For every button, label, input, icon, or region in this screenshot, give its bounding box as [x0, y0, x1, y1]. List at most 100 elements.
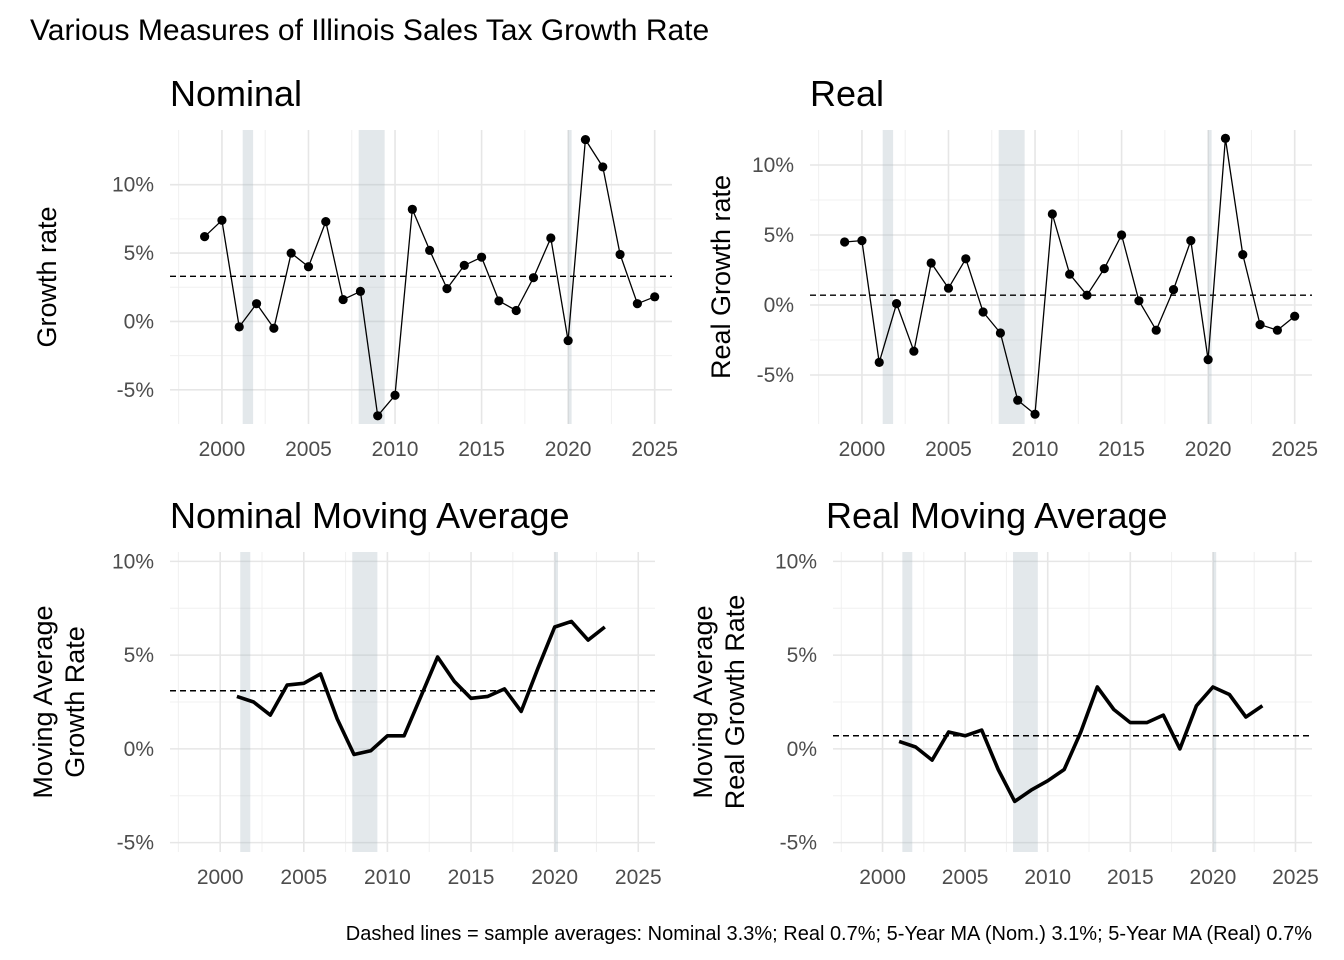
data-point — [1203, 355, 1213, 365]
data-point — [1255, 320, 1265, 330]
recession-band — [554, 552, 558, 852]
x-tick-label: 2020 — [531, 866, 578, 889]
y-axis-title-line: Real Growth Rate — [720, 595, 750, 810]
y-tick-label: 10% — [112, 550, 154, 573]
data-point — [1272, 325, 1282, 335]
data-point — [1168, 285, 1179, 295]
recession-band — [352, 552, 378, 852]
recession-band — [242, 130, 254, 424]
y-tick-label: 5% — [787, 644, 817, 667]
data-point — [615, 249, 625, 260]
data-point — [943, 283, 954, 293]
data-point — [217, 215, 227, 225]
data-point — [200, 232, 210, 242]
figure-caption: Dashed lines = sample averages: Nominal … — [346, 923, 1312, 945]
data-point — [1065, 269, 1075, 279]
y-tick-label: -5% — [117, 832, 154, 855]
data-point — [476, 252, 487, 262]
y-tick-label: 0% — [764, 294, 794, 317]
data-point — [355, 286, 366, 296]
x-tick-label: 2020 — [545, 438, 592, 461]
y-axis-title-line: Growth Rate — [60, 626, 90, 778]
data-point — [909, 346, 919, 356]
recession-band — [998, 130, 1025, 424]
x-tick-label: 2005 — [925, 438, 972, 461]
data-point — [511, 305, 521, 316]
data-point — [598, 162, 608, 172]
data-point — [303, 262, 314, 272]
figure-title: Various Measures of Illinois Sales Tax G… — [30, 14, 709, 47]
y-tick-label: 5% — [124, 242, 154, 265]
data-point — [1116, 230, 1127, 240]
data-point — [1082, 290, 1092, 300]
data-point — [286, 248, 296, 258]
data-point — [425, 245, 435, 255]
x-tick-label: 2010 — [1024, 866, 1071, 889]
y-tick-label: -5% — [780, 832, 817, 855]
y-tick-label: 5% — [764, 224, 794, 247]
data-point — [580, 134, 591, 145]
chart-panel-2: Real 2000 2005 2010 2015 2020 2025 -5% 0% 5% 10% Re… — [706, 73, 1318, 461]
x-tick-label: 2000 — [859, 866, 906, 889]
data-point — [563, 335, 573, 346]
data-point — [650, 292, 660, 302]
x-tick-label: 2025 — [1272, 866, 1319, 889]
x-tick-label: 2020 — [1190, 866, 1237, 889]
data-point — [978, 307, 988, 317]
y-axis-title-line: Growth rate — [32, 206, 62, 347]
data-point — [1151, 325, 1161, 335]
data-point — [407, 204, 417, 214]
data-point — [321, 217, 331, 227]
y-tick-label: 10% — [775, 550, 817, 573]
data-point — [874, 357, 884, 367]
x-tick-label: 2015 — [1098, 438, 1145, 461]
recession-band — [882, 130, 894, 424]
data-point — [1238, 250, 1248, 260]
recession-band — [902, 552, 913, 852]
x-tick-label: 2000 — [839, 438, 886, 461]
x-tick-label: 2015 — [1107, 866, 1154, 889]
x-tick-label: 2025 — [631, 438, 678, 461]
y-axis-title: Growth rate — [32, 206, 62, 347]
panel-title: Real Moving Average — [826, 495, 1168, 536]
data-point — [891, 299, 902, 309]
recession-band — [1212, 552, 1217, 852]
chart-panel-4: Real Moving Average 2000 2005 2010 2015 2020 2… — [688, 495, 1319, 889]
data-point — [269, 323, 279, 333]
panel-title: Nominal — [170, 73, 302, 114]
data-point — [1013, 395, 1023, 405]
data-point — [995, 328, 1006, 338]
x-tick-label: 2000 — [199, 438, 246, 461]
y-tick-label: -5% — [117, 379, 154, 402]
y-tick-label: 10% — [752, 154, 794, 177]
y-axis-title-line: Moving Average — [688, 605, 718, 798]
recession-band — [240, 552, 251, 852]
x-tick-label: 2015 — [448, 866, 495, 889]
y-tick-label: 0% — [124, 310, 154, 333]
y-axis-title: Moving AverageReal Growth Rate — [688, 595, 750, 810]
y-tick-label: 10% — [112, 174, 154, 197]
x-tick-label: 2005 — [942, 866, 989, 889]
data-point — [494, 296, 504, 306]
x-tick-label: 2025 — [1271, 438, 1318, 461]
data-point — [1290, 311, 1300, 321]
data-point — [338, 294, 348, 305]
y-tick-label: -5% — [757, 364, 794, 387]
y-tick-label: 0% — [787, 738, 817, 761]
x-tick-label: 2010 — [364, 866, 411, 889]
data-point — [373, 411, 383, 421]
x-tick-label: 2015 — [458, 438, 505, 461]
data-point — [840, 237, 850, 247]
data-point — [251, 299, 262, 309]
x-tick-label: 2010 — [1012, 438, 1059, 461]
chart-panel-1: Nominal 2000 2005 2010 2015 2020 2025 -5% 0% 5% 10… — [32, 73, 678, 461]
series-line — [204, 138, 655, 417]
chart-panels: Nominal 2000 2005 2010 2015 2020 2025 -5% 0% 5% 10… — [28, 73, 1319, 889]
data-point — [1134, 296, 1144, 306]
x-tick-label: 2025 — [615, 866, 662, 889]
recession-band — [1208, 130, 1212, 424]
x-tick-label: 2005 — [280, 866, 327, 889]
chart-panel-3: Nominal Moving Average 2000 2005 2010 2015 20… — [28, 495, 662, 889]
data-point — [1030, 409, 1040, 419]
